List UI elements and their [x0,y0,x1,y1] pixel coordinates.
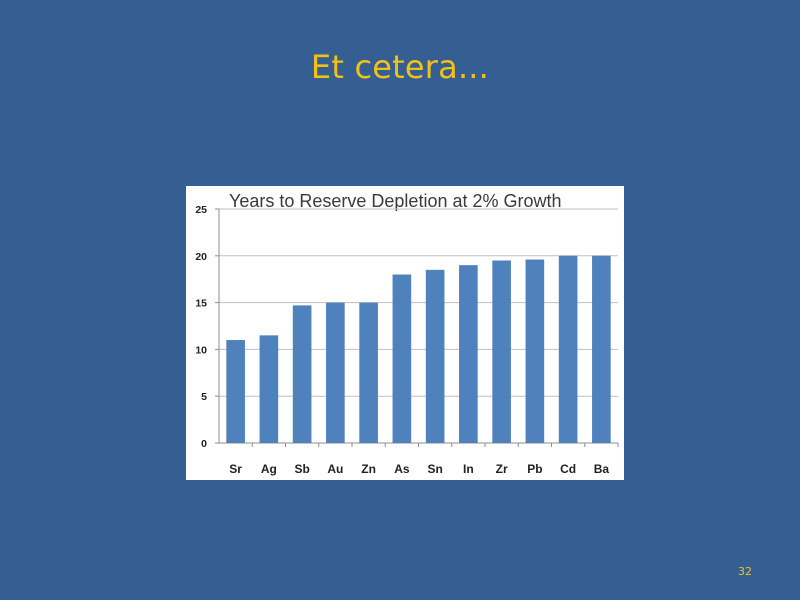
bar-ag [259,335,279,443]
bar-sn [425,269,445,443]
bar-sb [292,305,312,443]
bar-in [459,265,478,443]
y-tick-label: 15 [195,298,207,310]
x-tick-label: Cd [560,462,576,476]
x-tick-label: As [394,462,410,476]
y-tick-label: 10 [195,344,207,356]
y-tick-label: 5 [201,391,207,403]
x-tick-label: Pb [527,462,542,476]
gridlines [219,208,618,397]
axes [215,208,619,447]
bar-au [326,302,345,443]
x-tick-label: In [463,462,474,476]
slide-title: Et cetera... [310,48,490,86]
x-tick-label: Ag [261,462,277,476]
x-tick-label: Zn [361,462,376,476]
y-tick-label: 25 [195,204,207,216]
page-number: 32 [738,565,752,578]
bar-zn [359,302,378,443]
bar-pb [525,259,545,443]
bar-sr [226,340,245,443]
bar-chart: Years to Reserve Depletion at 2% Growth … [195,191,619,476]
x-tick-label: Sb [294,462,309,476]
bar-ba [592,255,611,443]
x-tick-label: Sn [427,462,442,476]
x-tick-label: Sr [229,462,242,476]
chart-panel: Years to Reserve Depletion at 2% Growth … [186,186,624,480]
y-tick-label: 20 [195,251,207,263]
bar-as [392,274,412,443]
y-tick-label: 0 [201,438,207,450]
x-tick-label: Au [327,462,343,476]
x-tick-label: Zr [496,462,508,476]
chart-title: Years to Reserve Depletion at 2% Growth [229,191,562,211]
bars [226,255,611,443]
bar-cd [558,255,578,443]
x-tick-label: Ba [594,462,610,476]
bar-zr [492,260,511,443]
tick-labels: 0 5 10 15 20 25 Sr Ag Sb Au Zn As Sn In Zr Pb Cd Ba [195,204,609,476]
